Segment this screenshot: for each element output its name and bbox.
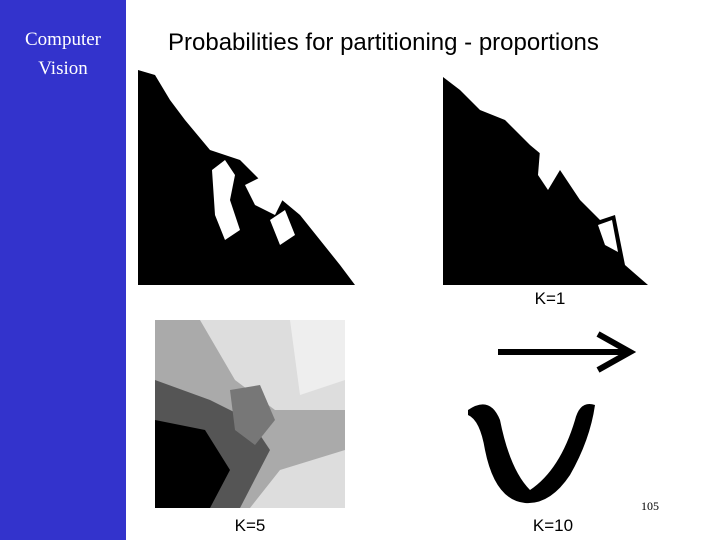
sidebar	[0, 0, 126, 540]
image-label: K=5	[235, 516, 266, 535]
image-k0	[138, 70, 355, 285]
image-k1	[443, 77, 648, 285]
sidebar-line: Vision	[38, 58, 88, 79]
image-label: K=10	[533, 516, 573, 535]
sidebar-line: Computer	[25, 29, 102, 50]
page-number: 105	[641, 499, 659, 513]
vector-symbol	[468, 331, 637, 504]
image-label: K=1	[535, 289, 566, 308]
slide-title: Probabilities for partitioning - proport…	[168, 29, 599, 56]
image-k5	[155, 320, 345, 508]
